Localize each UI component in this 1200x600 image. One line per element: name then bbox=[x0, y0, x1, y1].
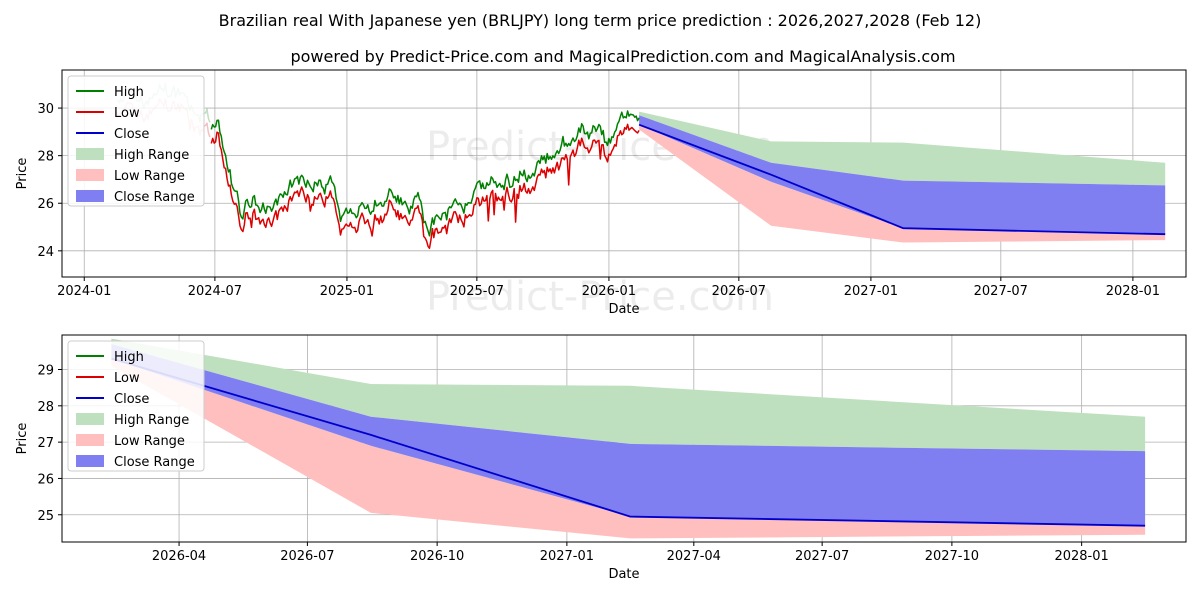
legend-high-range-label: High Range bbox=[114, 413, 189, 428]
legend-high-label: High bbox=[114, 350, 144, 365]
legend-close-range-label: Close Range bbox=[114, 455, 195, 470]
low-line bbox=[210, 123, 640, 250]
y-tick-label: 29 bbox=[37, 364, 54, 379]
x-tick-label: 2026-07 bbox=[712, 284, 766, 299]
legend-close-label: Close bbox=[114, 127, 149, 142]
x-tick-label: 2028-01 bbox=[1106, 284, 1160, 299]
x-tick-label: 2024-07 bbox=[188, 284, 242, 299]
x-tick-label: 2027-04 bbox=[667, 549, 721, 564]
x-tick-label: 2025-07 bbox=[450, 284, 504, 299]
x-tick-label: 2026-01 bbox=[582, 284, 636, 299]
x-tick-label: 2027-01 bbox=[844, 284, 898, 299]
y-tick-label: 28 bbox=[37, 400, 54, 415]
y-tick-label: 28 bbox=[37, 150, 54, 165]
y-axis-label: Price bbox=[15, 158, 30, 190]
x-tick-label: 2027-07 bbox=[795, 549, 849, 564]
x-axis-label: Date bbox=[608, 567, 639, 582]
y-tick-label: 27 bbox=[37, 436, 54, 451]
legend-low-range-swatch bbox=[76, 434, 104, 446]
x-tick-label: 2025-01 bbox=[320, 284, 374, 299]
low-range-area bbox=[111, 358, 1146, 539]
y-tick-label: 26 bbox=[37, 197, 54, 212]
bottom-panel: Predict-Price.com2026-042026-072026-1020… bbox=[15, 334, 1187, 582]
axes-frame bbox=[61, 334, 1187, 543]
legend: High Low Close High Range Low Range Close Ran… bbox=[67, 75, 205, 207]
y-tick-label: 25 bbox=[37, 509, 54, 524]
legend-low-range-label: Low Range bbox=[114, 434, 185, 449]
legend-high-range-label: High Range bbox=[114, 148, 189, 163]
legend-close-label: Close bbox=[114, 392, 149, 407]
x-tick-label: 2026-07 bbox=[280, 549, 334, 564]
chart-subtitle: powered by Predict-Price.com and Magical… bbox=[290, 47, 955, 66]
high-range-area bbox=[639, 111, 1166, 186]
axes-frame bbox=[61, 69, 1187, 278]
legend-low-label: Low bbox=[114, 371, 140, 386]
legend-close-range-swatch bbox=[76, 455, 104, 467]
legend-low-label: Low bbox=[114, 106, 140, 121]
legend-high-range-swatch bbox=[76, 413, 104, 425]
x-tick-label: 2027-01 bbox=[540, 549, 594, 564]
legend-high-label: High bbox=[114, 85, 144, 100]
y-axis-label: Price bbox=[15, 423, 30, 455]
legend-close-range-swatch bbox=[76, 190, 104, 202]
close-line bbox=[638, 123, 1166, 236]
y-tick-label: 30 bbox=[37, 102, 54, 117]
high-line bbox=[210, 110, 640, 237]
x-tick-label: 2026-04 bbox=[152, 549, 206, 564]
plot-area bbox=[111, 338, 1146, 539]
x-tick-label: 2026-10 bbox=[410, 549, 464, 564]
x-axis-label: Date bbox=[608, 302, 639, 317]
high-range-area bbox=[111, 338, 1146, 452]
top-panel: Predict-Price.comPredict-Price.com2024-0… bbox=[15, 69, 1187, 320]
chart-title: Brazilian real With Japanese yen (BRLJPY… bbox=[219, 11, 982, 30]
watermark: Predict-Price.com bbox=[426, 274, 774, 320]
low-range-area bbox=[639, 124, 1166, 243]
legend: High Low Close High Range Low Range Close Ran… bbox=[67, 340, 205, 472]
legend-close-range-label: Close Range bbox=[114, 190, 195, 205]
y-tick-label: 24 bbox=[37, 245, 54, 260]
close-line bbox=[111, 357, 1146, 527]
x-tick-label: 2028-01 bbox=[1054, 549, 1108, 564]
close-range-area bbox=[639, 115, 1166, 235]
x-tick-label: 2027-10 bbox=[925, 549, 979, 564]
y-tick-label: 26 bbox=[37, 472, 54, 487]
legend-low-range-swatch bbox=[76, 169, 104, 181]
close-range-area bbox=[111, 344, 1146, 526]
legend-low-range-label: Low Range bbox=[114, 169, 185, 184]
legend-high-range-swatch bbox=[76, 148, 104, 160]
x-tick-label: 2024-01 bbox=[57, 284, 111, 299]
x-tick-label: 2027-07 bbox=[974, 284, 1028, 299]
